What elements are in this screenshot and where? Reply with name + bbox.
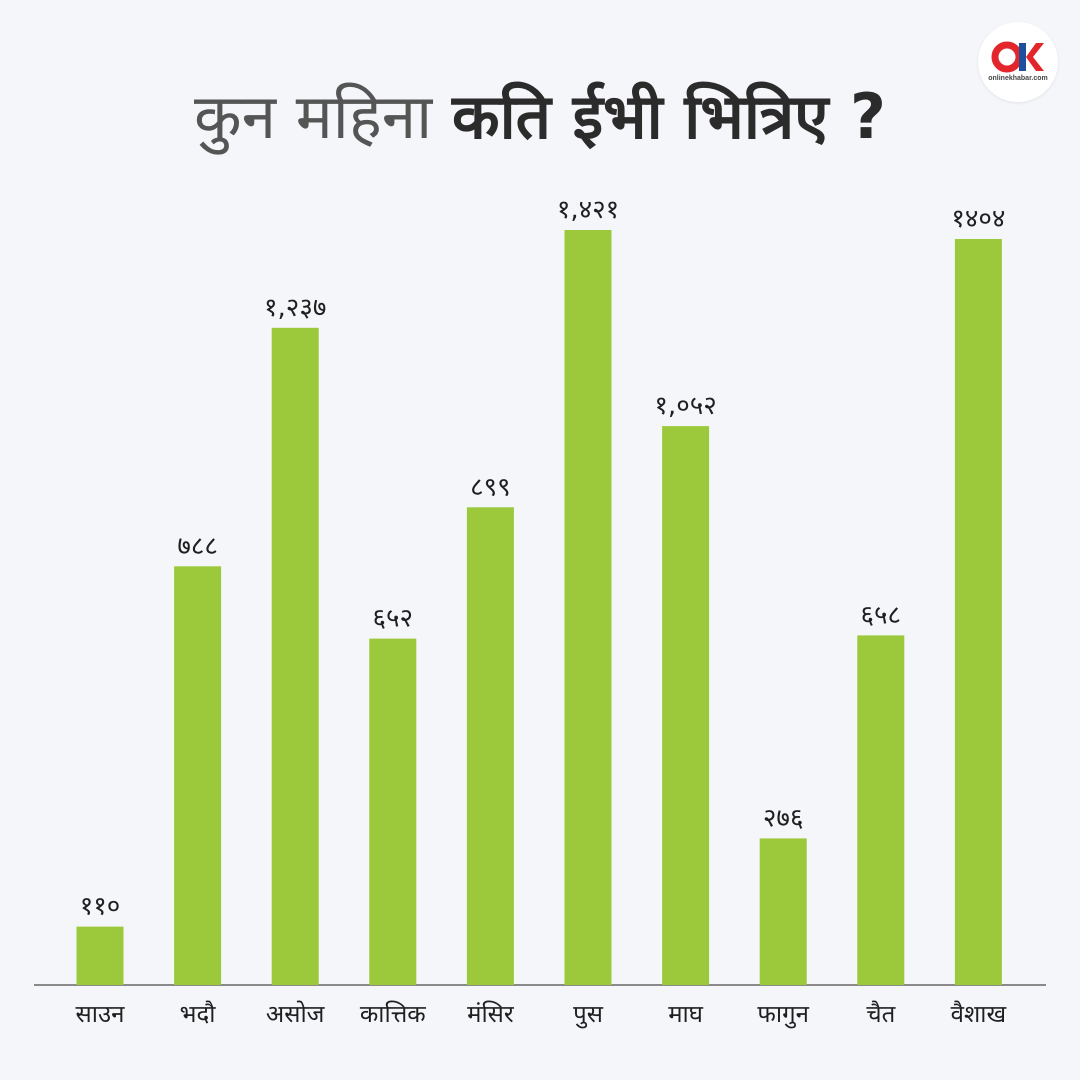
ok-logo-icon bbox=[991, 41, 1044, 73]
category-label-9: वैशाख bbox=[951, 1000, 1007, 1028]
title-bold-part: कति ईभी भित्रिए ? bbox=[451, 80, 887, 153]
bar-9 bbox=[954, 239, 1002, 985]
category-label-5: पुस bbox=[573, 1000, 604, 1029]
bar-4 bbox=[466, 507, 514, 985]
bar-2 bbox=[271, 327, 319, 985]
value-label-5: १,४२१ bbox=[557, 195, 619, 225]
value-label-3: ६५२ bbox=[373, 604, 414, 634]
category-label-6: माघ bbox=[668, 1000, 704, 1028]
logo-text: onlinekhabar.com bbox=[988, 75, 1048, 82]
category-label-0: साउन bbox=[76, 1000, 126, 1028]
category-label-8: चैत bbox=[866, 1000, 896, 1028]
bar-0 bbox=[76, 926, 124, 985]
bar-8 bbox=[857, 635, 905, 985]
value-label-2: १,२३७ bbox=[264, 293, 326, 323]
onlinekhabar-logo: onlinekhabar.com bbox=[978, 22, 1058, 102]
value-label-4: ८९९ bbox=[470, 472, 511, 502]
value-label-1: ७८८ bbox=[177, 531, 218, 561]
page-title: कुन महिना कति ईभी भित्रिए ? bbox=[0, 72, 1080, 162]
title-light-part: कुन महिना bbox=[193, 80, 433, 153]
bar-5 bbox=[564, 230, 612, 985]
category-label-4: मंसिर bbox=[467, 1000, 515, 1028]
bar-3 bbox=[369, 638, 417, 985]
category-label-2: असोज bbox=[266, 1000, 326, 1028]
bar-6 bbox=[662, 426, 710, 986]
value-label-6: १,०५२ bbox=[654, 391, 716, 421]
bar-1 bbox=[174, 566, 222, 985]
value-label-0: ११० bbox=[80, 892, 121, 922]
category-label-7: फागुन bbox=[757, 1000, 809, 1029]
category-label-1: भदौ bbox=[180, 1000, 217, 1028]
value-label-7: २७६ bbox=[763, 803, 804, 833]
category-label-3: कात्तिक bbox=[360, 1000, 426, 1028]
value-label-9: १४०४ bbox=[951, 204, 1005, 234]
bar-7 bbox=[759, 838, 807, 985]
value-label-8: ६५८ bbox=[861, 600, 902, 630]
